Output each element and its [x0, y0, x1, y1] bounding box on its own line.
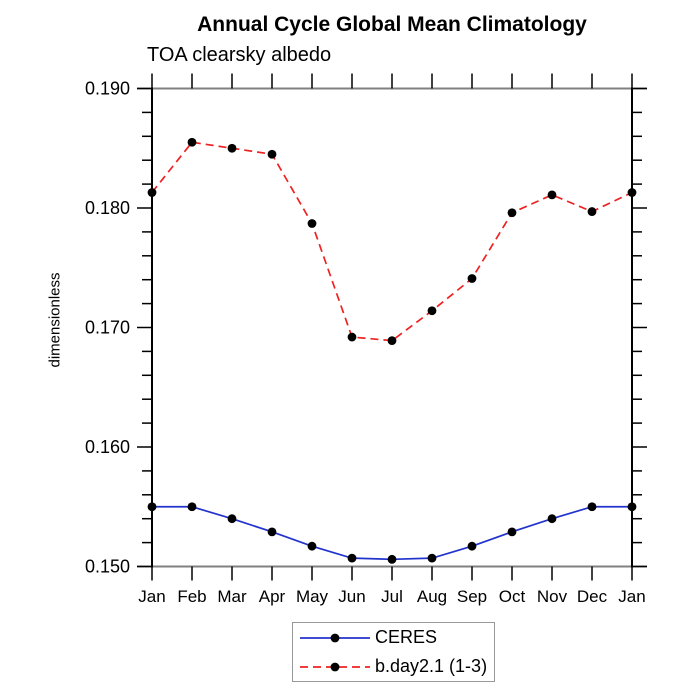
legend-sample-marker — [330, 662, 340, 671]
data-point — [227, 143, 237, 153]
x-tick-label: Sep — [457, 587, 487, 606]
data-point — [427, 553, 437, 563]
data-point — [507, 208, 517, 218]
x-tick-label: Jun — [338, 587, 365, 606]
data-point — [347, 553, 357, 563]
legend-item-bday21: b.day2.1 (1-3) — [293, 652, 494, 681]
y-tick-label: 0.170 — [85, 318, 130, 338]
x-tick-label: Jan — [138, 587, 165, 606]
y-tick-label: 0.150 — [85, 557, 130, 577]
data-point — [267, 527, 277, 537]
data-point — [387, 336, 397, 346]
legend-key-bday21-line-icon — [300, 662, 370, 671]
legend-label-ceres: CERES — [375, 627, 438, 647]
data-point — [587, 207, 597, 216]
data-point — [427, 306, 437, 316]
legend: CERES b.day2.1 (1-3) — [292, 622, 495, 682]
x-tick-label: Apr — [259, 587, 286, 606]
x-tick-label: Jul — [381, 587, 403, 606]
data-point — [507, 527, 517, 537]
data-point — [307, 541, 317, 551]
y-tick-label: 0.180 — [85, 198, 130, 218]
x-tick-label: Mar — [217, 587, 247, 606]
data-point — [627, 188, 637, 197]
data-point — [187, 137, 197, 147]
y-tick-label: 0.160 — [85, 437, 130, 457]
data-point — [587, 502, 597, 512]
data-point — [187, 502, 197, 512]
x-tick-label: Aug — [417, 587, 447, 606]
data-point — [467, 274, 477, 283]
chart-subtitle: TOA clearsky albedo — [147, 44, 332, 66]
data-point — [267, 149, 277, 159]
data-point — [387, 554, 397, 564]
x-tick-label: Oct — [499, 587, 526, 606]
legend-sample-marker — [330, 633, 340, 642]
chart-title: Annual Cycle Global Mean Climatology — [197, 13, 587, 36]
x-tick-label: Dec — [577, 587, 608, 606]
x-tick-label: Jan — [618, 587, 645, 606]
data-point — [147, 502, 157, 512]
data-point — [547, 190, 557, 200]
x-tick-label: Nov — [537, 587, 568, 606]
x-tick-label: Feb — [177, 587, 206, 606]
data-point — [227, 514, 237, 524]
data-point — [467, 541, 477, 551]
series-line-b-day2-1-1-3- — [151, 141, 633, 342]
data-point — [547, 514, 557, 524]
data-point — [307, 219, 317, 228]
y-tick-label: 0.190 — [85, 79, 130, 99]
x-tick-label: May — [296, 587, 329, 606]
series-line-ceres — [152, 505, 632, 561]
data-point — [147, 188, 157, 197]
legend-label-bday21: b.day2.1 (1-3) — [375, 656, 488, 676]
legend-key-ceres-line-icon — [300, 633, 370, 642]
data-point — [627, 502, 637, 512]
data-point — [347, 332, 357, 342]
legend-item-ceres: CERES — [293, 623, 494, 652]
